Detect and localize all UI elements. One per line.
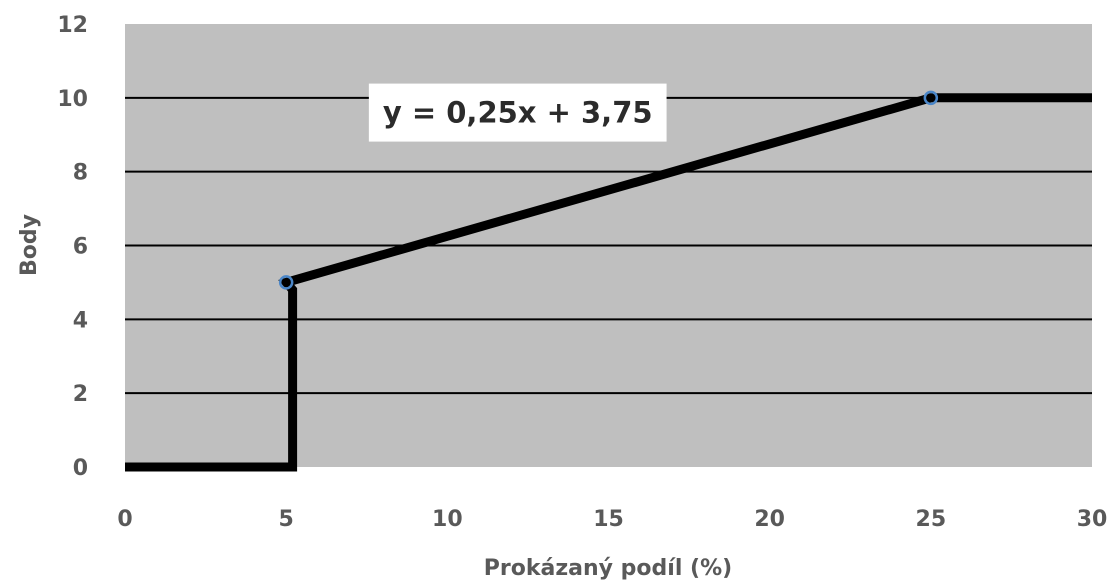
y-tick-label: 0 bbox=[73, 456, 88, 481]
x-tick-label: 5 bbox=[279, 507, 294, 532]
y-tick-label: 4 bbox=[73, 308, 88, 333]
equation-box bbox=[368, 83, 667, 142]
y-tick-label: 10 bbox=[57, 87, 88, 112]
y-tick-label: 12 bbox=[57, 13, 88, 38]
x-tick-label: 0 bbox=[117, 507, 132, 532]
equation-text: y = 0,25x + 3,75 bbox=[383, 96, 653, 130]
x-tick-label: 15 bbox=[593, 507, 624, 532]
y-tick-label: 8 bbox=[73, 161, 88, 186]
x-axis-title: Prokázaný podíl (%) bbox=[484, 556, 732, 581]
y-tick-label: 2 bbox=[73, 382, 88, 407]
x-tick-label: 10 bbox=[432, 507, 463, 532]
y-tick-label: 6 bbox=[73, 235, 88, 260]
x-tick-label: 30 bbox=[1077, 507, 1108, 532]
x-tick-label: 20 bbox=[754, 507, 785, 532]
data-point-marker bbox=[923, 90, 939, 106]
data-point-marker bbox=[278, 275, 294, 290]
equation-annotation: y = 0,25x + 3,75 bbox=[368, 83, 667, 142]
x-tick-label: 25 bbox=[916, 507, 947, 532]
y-axis-title: Body bbox=[17, 214, 42, 276]
